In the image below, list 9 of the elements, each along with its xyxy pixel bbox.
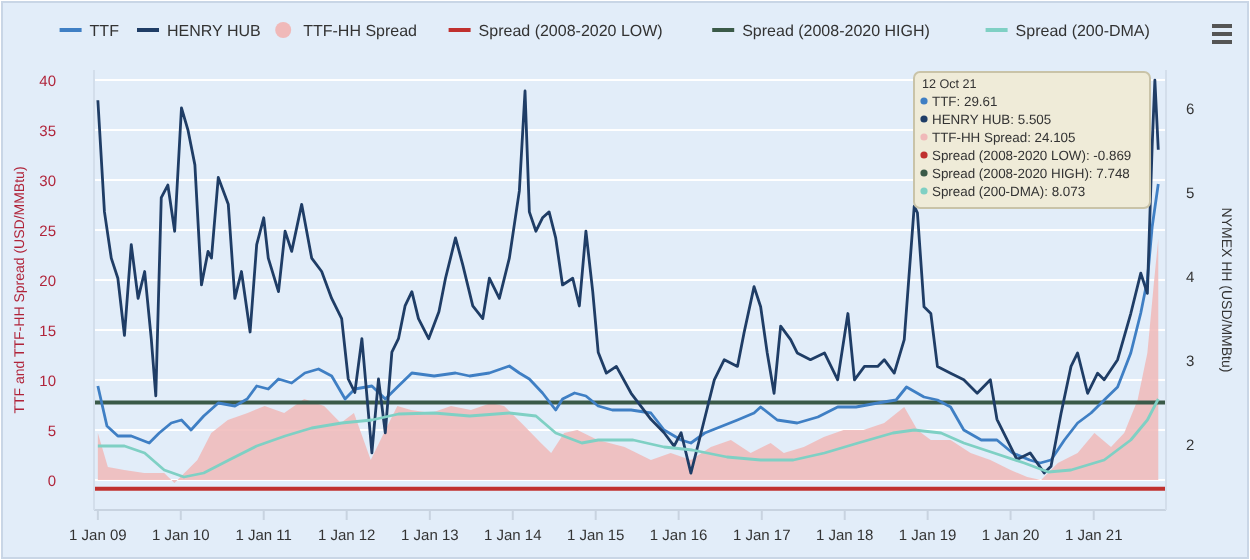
line-series — [96, 182, 1160, 465]
legend-label: Spread (2008-2020 HIGH) — [742, 22, 931, 40]
legend-label: Spread (200-DMA) — [1015, 22, 1151, 40]
legend-label: TTF — [89, 22, 120, 40]
legend-label: HENRY HUB — [167, 22, 261, 40]
legend-label: TTF-HH Spread — [303, 22, 418, 40]
legend-label: Spread (2008-2020 LOW) — [478, 22, 664, 40]
line-series — [96, 78, 1160, 475]
line-series — [96, 397, 1160, 479]
